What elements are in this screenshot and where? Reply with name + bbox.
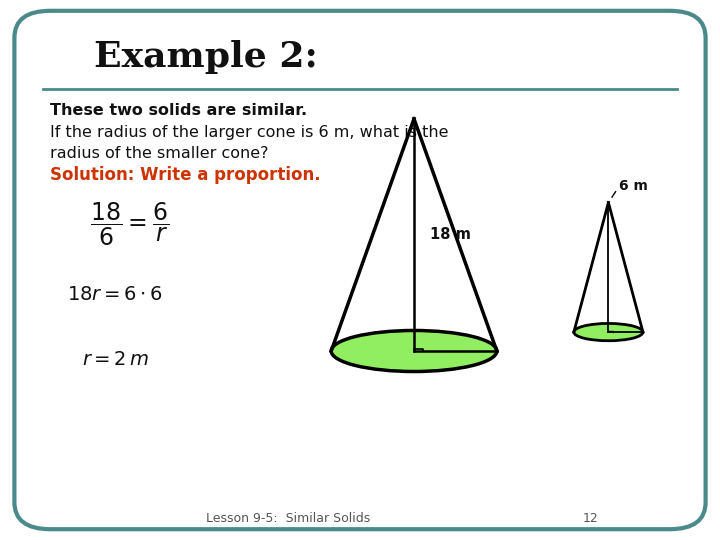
Text: If the radius of the larger cone is 6 m, what is the: If the radius of the larger cone is 6 m,… — [50, 125, 449, 140]
Ellipse shape — [574, 323, 643, 341]
Text: $\dfrac{18}{6} = \dfrac{6}{r}$: $\dfrac{18}{6} = \dfrac{6}{r}$ — [90, 200, 169, 248]
FancyBboxPatch shape — [14, 11, 706, 529]
Text: Solution: Write a proportion.: Solution: Write a proportion. — [50, 166, 321, 185]
Text: 12: 12 — [582, 512, 598, 525]
Ellipse shape — [331, 330, 497, 372]
Text: radius of the smaller cone?: radius of the smaller cone? — [50, 146, 269, 161]
Text: Lesson 9-5:  Similar Solids: Lesson 9-5: Similar Solids — [206, 512, 370, 525]
Text: $r = 2\,m$: $r = 2\,m$ — [81, 349, 149, 369]
Text: 18 m: 18 m — [430, 227, 471, 242]
Text: $18r = 6 \cdot 6$: $18r = 6 \cdot 6$ — [67, 285, 163, 304]
Text: Example 2:: Example 2: — [94, 40, 318, 73]
Text: These two solids are similar.: These two solids are similar. — [50, 103, 307, 118]
Text: 6 m: 6 m — [619, 179, 648, 193]
